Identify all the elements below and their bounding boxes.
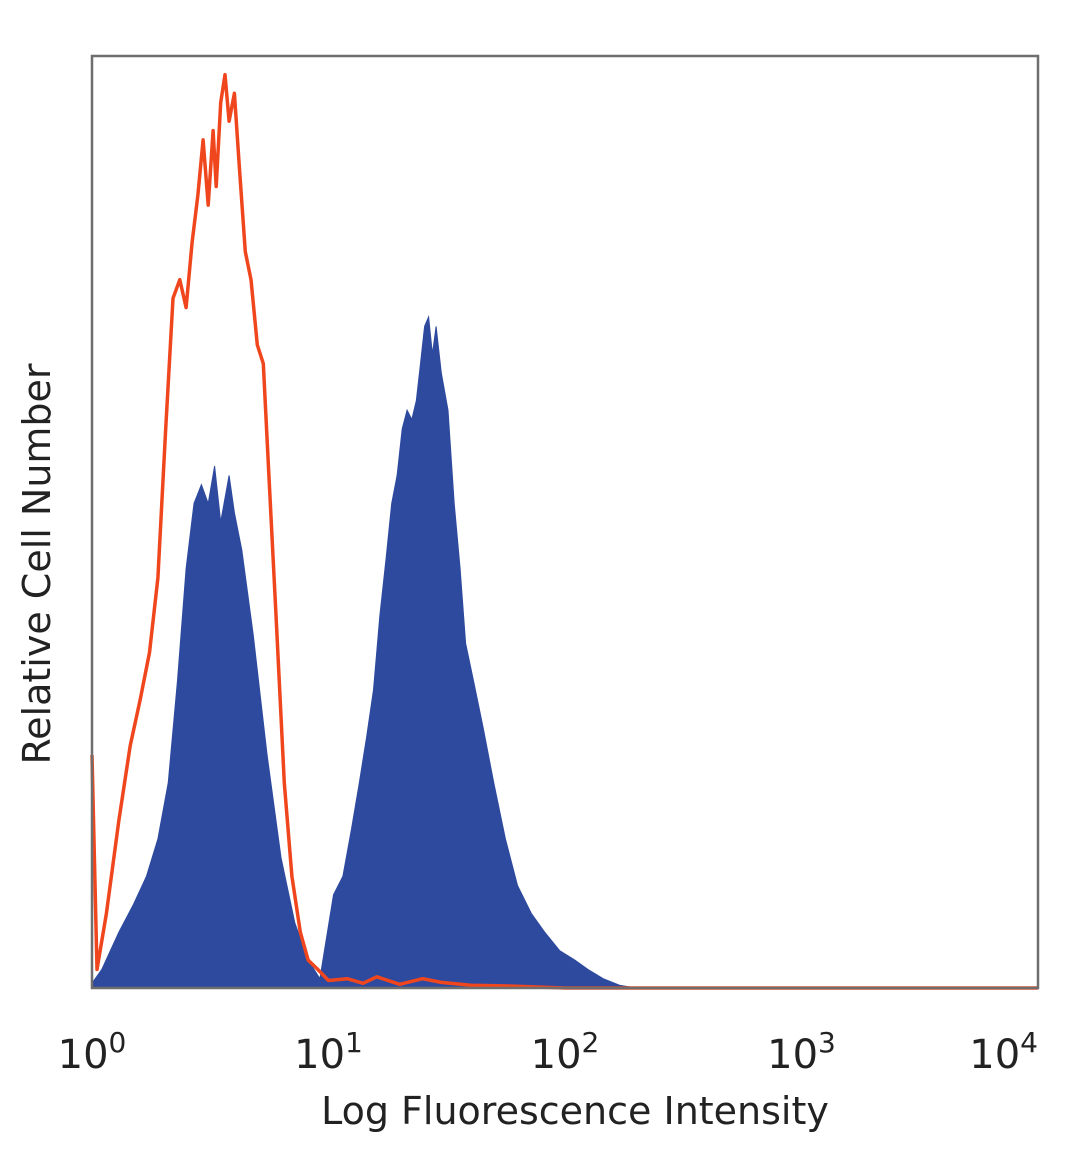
plot-layer <box>90 72 1038 990</box>
x-tick-label-2: 102 <box>531 1026 600 1078</box>
x-axis-label: Log Fluorescence Intensity <box>321 1089 829 1133</box>
x-tick-label-4: 104 <box>969 1026 1038 1078</box>
y-axis-label: Relative Cell Number <box>15 363 59 764</box>
series-filled-histogram <box>91 315 637 989</box>
series-outline-histogram <box>90 72 1038 990</box>
x-tick-label-1: 101 <box>294 1026 363 1078</box>
x-tick-label-3: 103 <box>767 1026 836 1078</box>
x-tick-label-0: 100 <box>58 1026 127 1078</box>
plot-frame <box>90 54 1040 990</box>
x-tick-labels: 100 101 102 103 104 <box>58 1026 1038 1078</box>
